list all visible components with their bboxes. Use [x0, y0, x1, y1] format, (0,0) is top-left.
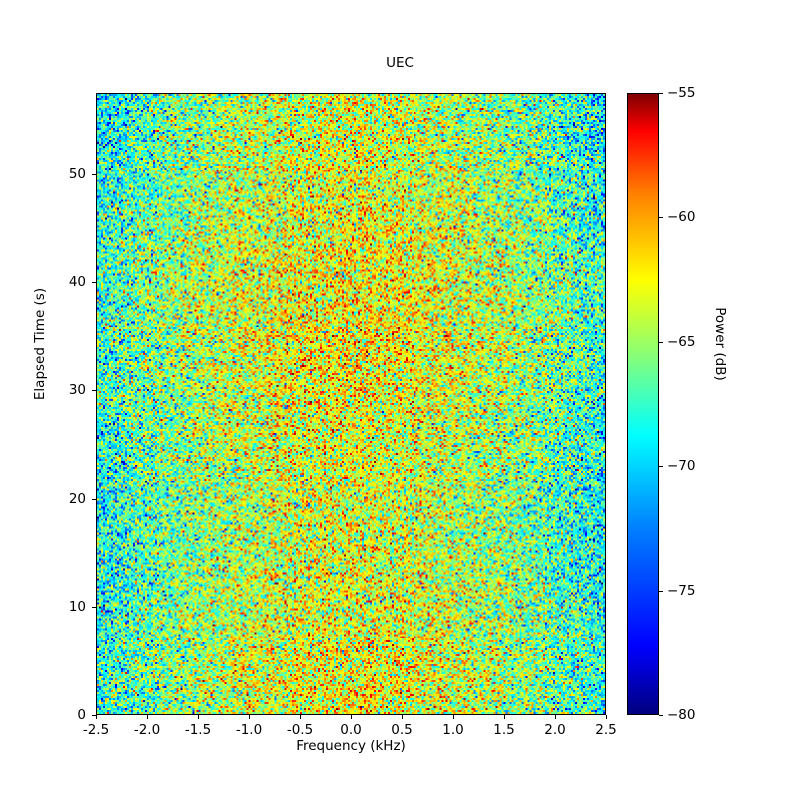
- x-tick: [249, 715, 250, 719]
- x-tick-label: 2.5: [595, 722, 617, 738]
- colorbar-tick-label: −80: [667, 707, 696, 723]
- x-tick: [402, 715, 403, 719]
- x-tick: [351, 715, 352, 719]
- x-tick-label: -0.5: [286, 722, 314, 738]
- x-tick: [300, 715, 301, 719]
- colorbar-tick-label: −60: [667, 209, 696, 226]
- x-tick-label: 0.5: [391, 722, 413, 738]
- x-tick: [504, 715, 505, 719]
- x-tick-label: 2.0: [544, 722, 566, 738]
- y-tick: [92, 390, 96, 392]
- colorbar-tick: [659, 715, 663, 716]
- colorbar-tick: [659, 217, 663, 219]
- x-tick-label: -1.0: [235, 722, 263, 738]
- y-tick-label: 30: [68, 382, 86, 399]
- spectrogram-axes: [96, 93, 606, 715]
- colorbar-tick: [659, 93, 663, 94]
- y-tick-label: 40: [68, 274, 86, 291]
- x-tick: [96, 715, 97, 719]
- spectrogram-image: [97, 94, 605, 714]
- x-tick: [606, 715, 607, 719]
- x-tick-label: -1.5: [184, 722, 212, 738]
- colorbar-tick-label: −65: [667, 333, 696, 350]
- title-line-station: UEC: [386, 55, 414, 71]
- colorbar-tick-label: −70: [667, 458, 696, 475]
- colorbar-tick: [659, 466, 663, 468]
- colorbar-tick-label: −55: [667, 85, 696, 101]
- y-tick: [92, 606, 96, 608]
- x-tick-label: -2.5: [82, 722, 110, 738]
- colorbar-tick: [659, 590, 663, 592]
- colorbar-tick-label: −75: [667, 582, 696, 599]
- y-axis-label: Elapsed Time (s): [32, 287, 48, 401]
- y-tick-label: 50: [68, 166, 86, 183]
- x-tick: [453, 715, 454, 719]
- x-tick-label: -2.0: [133, 722, 161, 738]
- y-tick-label: 20: [68, 490, 86, 507]
- x-tick: [147, 715, 148, 719]
- x-axis-label: Frequency (kHz): [296, 738, 406, 754]
- x-tick-label: 1.5: [493, 722, 515, 738]
- colorbar-tick: [659, 341, 663, 343]
- y-tick-label: 0: [77, 707, 86, 723]
- y-tick: [92, 174, 96, 176]
- x-tick: [198, 715, 199, 719]
- colorbar-label: Power (dB): [712, 307, 728, 381]
- x-tick: [555, 715, 556, 719]
- y-tick: [92, 715, 96, 716]
- x-tick-label: 1.0: [442, 722, 464, 738]
- x-tick-label: 0.0: [340, 722, 362, 738]
- y-tick: [92, 282, 96, 284]
- y-tick-label: 10: [68, 598, 86, 615]
- colorbar: [627, 93, 659, 715]
- y-tick: [92, 498, 96, 500]
